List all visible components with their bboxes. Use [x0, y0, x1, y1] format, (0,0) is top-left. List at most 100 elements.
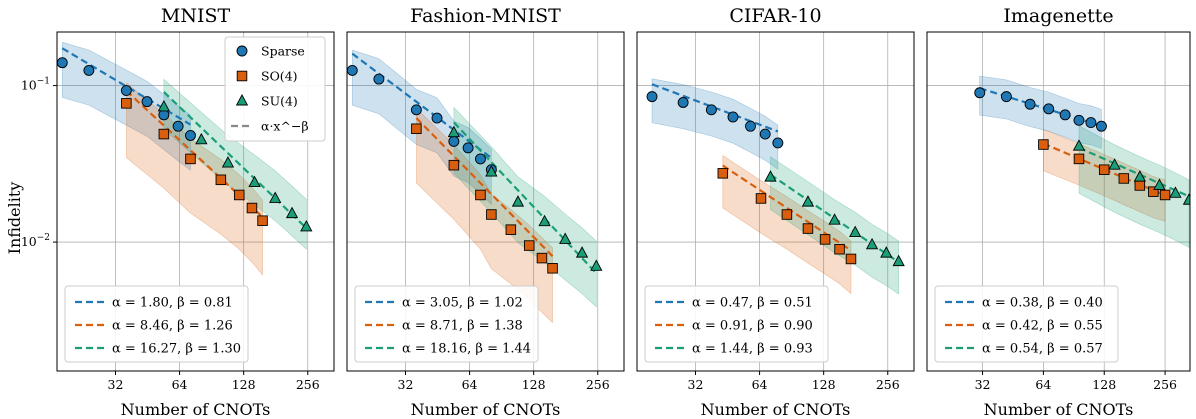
point-su4: [1169, 186, 1182, 198]
x-axis-label: Number of CNOTs: [701, 400, 851, 419]
point-sparse: [677, 97, 689, 108]
point-sparse: [448, 135, 460, 147]
point-so4: [755, 193, 767, 204]
point-su4: [300, 219, 313, 232]
point-sparse: [347, 64, 358, 76]
point-so4: [819, 234, 831, 245]
panel-title: Fashion-MNIST: [410, 5, 561, 27]
point-so4: [257, 215, 268, 226]
point-so4: [834, 243, 845, 255]
point-su4: [221, 156, 235, 168]
point-sparse: [410, 104, 422, 116]
point-su4: [828, 213, 841, 225]
fit-legend: [64, 285, 249, 363]
y-tick-label: 10−1: [21, 77, 50, 93]
point-su4: [1182, 193, 1190, 205]
point-so4: [1098, 164, 1110, 175]
point-sparse: [727, 111, 739, 123]
axes-frame: [636, 31, 915, 372]
panel-title: CIFAR-10: [729, 5, 821, 27]
point-sparse: [1000, 91, 1012, 103]
axes-frame: [56, 31, 335, 372]
point-su4: [285, 206, 299, 219]
band-su-4: [1078, 125, 1190, 248]
fit-legend: [644, 285, 829, 363]
point-su4: [511, 195, 525, 207]
fit-legend-label: α = 0.91, β = 0.90: [692, 319, 813, 334]
series-legend-label: α·x^−β: [261, 119, 309, 134]
point-su4: [880, 246, 893, 258]
point-so4: [121, 98, 132, 109]
point-so4: [523, 240, 535, 251]
point-so4: [1118, 173, 1130, 184]
fit-legend-label: α = 0.38, β = 0.40: [982, 296, 1103, 311]
point-so4: [802, 223, 814, 234]
x-tick-label: 64: [752, 377, 768, 392]
point-sparse: [1085, 117, 1097, 129]
panel-title: MNIST: [161, 5, 231, 27]
point-sparse: [646, 91, 658, 103]
point-so4: [448, 159, 460, 171]
point-sparse: [83, 64, 95, 76]
point-sparse: [705, 104, 717, 116]
point-sparse: [974, 87, 986, 99]
panel-fashion-mnist: 32 64 128 256 Fashion-MNIST Number of CNOTs α …: [346, 5, 625, 419]
point-so4: [536, 252, 548, 264]
x-tick-label: 256: [1153, 377, 1177, 392]
series-legend-label: SO(4): [261, 69, 298, 84]
point-su4: [269, 191, 282, 203]
x-axis-label: Number of CNOTs: [984, 400, 1134, 419]
legend-su4-marker: [235, 94, 249, 106]
plot-area: [974, 75, 1190, 248]
point-su4: [538, 214, 551, 227]
x-tick-label: 128: [812, 377, 836, 392]
fit-legend-label: α = 8.71, β = 1.38: [402, 319, 523, 334]
point-sparse: [745, 120, 756, 132]
x-tick-label: 64: [1035, 377, 1051, 392]
point-sparse: [1059, 109, 1071, 121]
fit-legend: [934, 285, 1119, 363]
point-sparse: [1043, 103, 1055, 115]
x-tick-label: 256: [876, 377, 900, 392]
point-su4: [559, 232, 572, 244]
band-su-4: [770, 156, 900, 295]
x-tick-label: 32: [688, 377, 704, 392]
point-so4: [1134, 180, 1146, 191]
point-so4: [486, 209, 497, 220]
point-so4: [411, 123, 422, 134]
x-axis-label: Number of CNOTs: [411, 400, 561, 419]
point-so4: [1148, 186, 1159, 197]
panel-title: Imagenette: [1003, 5, 1113, 27]
series-legend: [224, 36, 326, 142]
series-legend-label: Sparse: [261, 44, 305, 59]
series-legend-label: SU(4): [261, 94, 298, 109]
point-sparse: [462, 142, 474, 154]
point-sparse: [1073, 114, 1085, 126]
point-so4: [505, 224, 517, 235]
plot-area: [57, 41, 313, 276]
fit-line-su-4: [453, 121, 598, 274]
x-tick-label: 128: [1092, 377, 1116, 392]
point-su4: [157, 100, 171, 112]
point-su4: [764, 170, 777, 182]
point-sparse: [57, 57, 68, 69]
point-su4: [1108, 158, 1121, 170]
point-su4: [865, 237, 879, 250]
point-so4: [1159, 189, 1171, 201]
point-su4: [849, 225, 862, 238]
point-su4: [195, 132, 208, 145]
fit-legend-label: α = 3.05, β = 1.02: [402, 296, 523, 311]
y-axis-label: Infidelity: [5, 182, 24, 255]
point-su4: [1072, 139, 1086, 151]
point-su4: [892, 254, 905, 267]
point-su4: [447, 125, 461, 138]
x-tick-label: 32: [975, 377, 991, 392]
point-so4: [781, 209, 793, 220]
point-sparse: [431, 112, 443, 124]
fit-legend-label: α = 0.54, β = 0.57: [982, 342, 1103, 357]
point-sparse: [1095, 120, 1107, 132]
point-sparse: [772, 137, 784, 149]
legend-so4-marker: [236, 70, 248, 82]
point-sparse: [141, 96, 153, 108]
